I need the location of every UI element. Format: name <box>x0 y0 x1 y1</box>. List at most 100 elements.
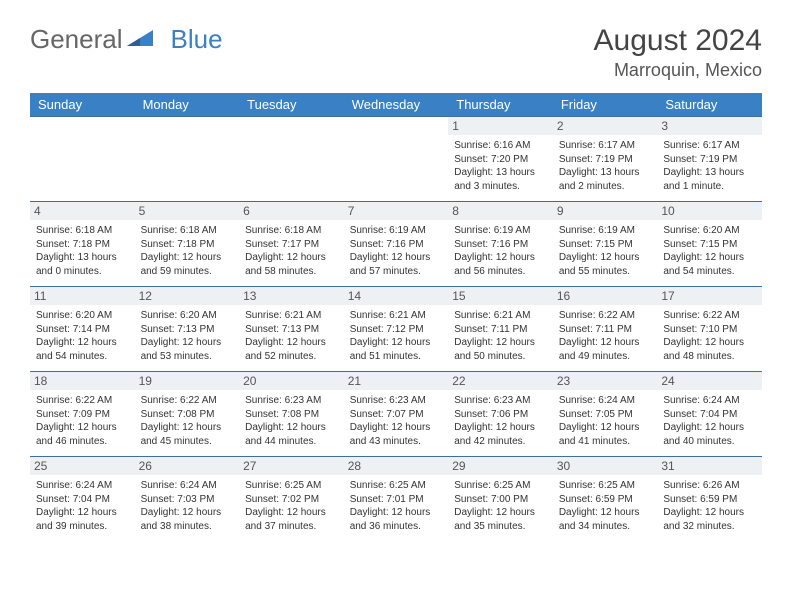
sunrise-line: Sunrise: 6:17 AM <box>663 139 756 153</box>
daylight-line: Daylight: 12 hours and 35 minutes. <box>454 506 547 533</box>
sunset-line: Sunset: 7:17 PM <box>245 238 338 252</box>
daylight-line: Daylight: 12 hours and 36 minutes. <box>350 506 443 533</box>
sunrise-line: Sunrise: 6:24 AM <box>36 479 129 493</box>
calendar-cell: 10Sunrise: 6:20 AMSunset: 7:15 PMDayligh… <box>657 202 762 287</box>
sunrise-line: Sunrise: 6:26 AM <box>663 479 756 493</box>
sunset-line: Sunset: 7:20 PM <box>454 153 547 167</box>
daylight-line: Daylight: 12 hours and 41 minutes. <box>559 421 652 448</box>
daylight-line: Daylight: 13 hours and 0 minutes. <box>36 251 129 278</box>
calendar-cell: 27Sunrise: 6:25 AMSunset: 7:02 PMDayligh… <box>239 457 344 542</box>
day-number: 5 <box>135 202 240 220</box>
calendar-cell-empty <box>30 117 135 202</box>
sunrise-line: Sunrise: 6:22 AM <box>559 309 652 323</box>
daylight-line: Daylight: 12 hours and 56 minutes. <box>454 251 547 278</box>
day-number: 10 <box>657 202 762 220</box>
day-number: 29 <box>448 457 553 475</box>
daylight-line: Daylight: 12 hours and 54 minutes. <box>663 251 756 278</box>
day-number: 15 <box>448 287 553 305</box>
day-header: Monday <box>135 93 240 117</box>
sunrise-line: Sunrise: 6:19 AM <box>350 224 443 238</box>
daylight-line: Daylight: 12 hours and 50 minutes. <box>454 336 547 363</box>
sunset-line: Sunset: 7:13 PM <box>141 323 234 337</box>
daylight-line: Daylight: 12 hours and 59 minutes. <box>141 251 234 278</box>
sunset-line: Sunset: 7:11 PM <box>454 323 547 337</box>
day-number: 20 <box>239 372 344 390</box>
sunset-line: Sunset: 7:11 PM <box>559 323 652 337</box>
calendar-row: 25Sunrise: 6:24 AMSunset: 7:04 PMDayligh… <box>30 457 762 542</box>
calendar-cell: 12Sunrise: 6:20 AMSunset: 7:13 PMDayligh… <box>135 287 240 372</box>
calendar-cell: 13Sunrise: 6:21 AMSunset: 7:13 PMDayligh… <box>239 287 344 372</box>
day-number: 19 <box>135 372 240 390</box>
calendar-row: 1Sunrise: 6:16 AMSunset: 7:20 PMDaylight… <box>30 117 762 202</box>
calendar-cell: 23Sunrise: 6:24 AMSunset: 7:05 PMDayligh… <box>553 372 658 457</box>
calendar-cell: 11Sunrise: 6:20 AMSunset: 7:14 PMDayligh… <box>30 287 135 372</box>
sunset-line: Sunset: 7:09 PM <box>36 408 129 422</box>
daylight-line: Daylight: 12 hours and 39 minutes. <box>36 506 129 533</box>
sunset-line: Sunset: 7:08 PM <box>141 408 234 422</box>
daylight-line: Daylight: 13 hours and 3 minutes. <box>454 166 547 193</box>
calendar-cell: 7Sunrise: 6:19 AMSunset: 7:16 PMDaylight… <box>344 202 449 287</box>
day-number: 4 <box>30 202 135 220</box>
sunrise-line: Sunrise: 6:25 AM <box>350 479 443 493</box>
sunrise-line: Sunrise: 6:21 AM <box>245 309 338 323</box>
daylight-line: Daylight: 12 hours and 38 minutes. <box>141 506 234 533</box>
daylight-line: Daylight: 12 hours and 40 minutes. <box>663 421 756 448</box>
page-title: August 2024 <box>594 24 762 58</box>
day-number: 8 <box>448 202 553 220</box>
calendar-cell-empty <box>344 117 449 202</box>
sunrise-line: Sunrise: 6:18 AM <box>245 224 338 238</box>
sunset-line: Sunset: 7:04 PM <box>36 493 129 507</box>
calendar-row: 4Sunrise: 6:18 AMSunset: 7:18 PMDaylight… <box>30 202 762 287</box>
sunset-line: Sunset: 7:18 PM <box>141 238 234 252</box>
daylight-line: Daylight: 12 hours and 37 minutes. <box>245 506 338 533</box>
day-number: 31 <box>657 457 762 475</box>
day-number: 14 <box>344 287 449 305</box>
sunrise-line: Sunrise: 6:16 AM <box>454 139 547 153</box>
sunrise-line: Sunrise: 6:24 AM <box>663 394 756 408</box>
sunset-line: Sunset: 6:59 PM <box>663 493 756 507</box>
sunrise-line: Sunrise: 6:21 AM <box>454 309 547 323</box>
daylight-line: Daylight: 12 hours and 42 minutes. <box>454 421 547 448</box>
calendar-cell: 22Sunrise: 6:23 AMSunset: 7:06 PMDayligh… <box>448 372 553 457</box>
sunrise-line: Sunrise: 6:21 AM <box>350 309 443 323</box>
calendar-cell: 2Sunrise: 6:17 AMSunset: 7:19 PMDaylight… <box>553 117 658 202</box>
calendar-row: 18Sunrise: 6:22 AMSunset: 7:09 PMDayligh… <box>30 372 762 457</box>
calendar-cell-empty <box>135 117 240 202</box>
sunrise-line: Sunrise: 6:24 AM <box>141 479 234 493</box>
calendar-cell: 24Sunrise: 6:24 AMSunset: 7:04 PMDayligh… <box>657 372 762 457</box>
day-number: 27 <box>239 457 344 475</box>
day-number: 9 <box>553 202 658 220</box>
logo-triangle-icon <box>127 24 153 55</box>
calendar-cell: 20Sunrise: 6:23 AMSunset: 7:08 PMDayligh… <box>239 372 344 457</box>
day-number: 25 <box>30 457 135 475</box>
sunrise-line: Sunrise: 6:24 AM <box>559 394 652 408</box>
sunset-line: Sunset: 7:02 PM <box>245 493 338 507</box>
sunset-line: Sunset: 7:08 PM <box>245 408 338 422</box>
calendar-cell-empty <box>239 117 344 202</box>
daylight-line: Daylight: 12 hours and 57 minutes. <box>350 251 443 278</box>
calendar-cell: 30Sunrise: 6:25 AMSunset: 6:59 PMDayligh… <box>553 457 658 542</box>
sunrise-line: Sunrise: 6:17 AM <box>559 139 652 153</box>
day-number: 13 <box>239 287 344 305</box>
calendar-cell: 8Sunrise: 6:19 AMSunset: 7:16 PMDaylight… <box>448 202 553 287</box>
sunset-line: Sunset: 7:06 PM <box>454 408 547 422</box>
sunset-line: Sunset: 7:16 PM <box>454 238 547 252</box>
daylight-line: Daylight: 12 hours and 54 minutes. <box>36 336 129 363</box>
sunrise-line: Sunrise: 6:19 AM <box>559 224 652 238</box>
sunset-line: Sunset: 7:05 PM <box>559 408 652 422</box>
calendar-cell: 25 Sunrise: 6:24 AMSunset: 7:04 PMDayligh… <box>30 457 135 542</box>
sunset-line: Sunset: 7:19 PM <box>663 153 756 167</box>
calendar-cell: 29Sunrise: 6:25 AMSunset: 7:00 PMDayligh… <box>448 457 553 542</box>
sunset-line: Sunset: 7:15 PM <box>559 238 652 252</box>
daylight-line: Daylight: 12 hours and 34 minutes. <box>559 506 652 533</box>
day-header: Saturday <box>657 93 762 117</box>
calendar-head: SundayMondayTuesdayWednesdayThursdayFrid… <box>30 93 762 117</box>
calendar-cell: 31Sunrise: 6:26 AMSunset: 6:59 PMDayligh… <box>657 457 762 542</box>
sunset-line: Sunset: 7:15 PM <box>663 238 756 252</box>
sunset-line: Sunset: 7:13 PM <box>245 323 338 337</box>
title-block: August 2024 Marroquin, Mexico <box>594 24 762 81</box>
day-header: Tuesday <box>239 93 344 117</box>
day-number: 7 <box>344 202 449 220</box>
day-number: 26 <box>135 457 240 475</box>
day-header: Thursday <box>448 93 553 117</box>
